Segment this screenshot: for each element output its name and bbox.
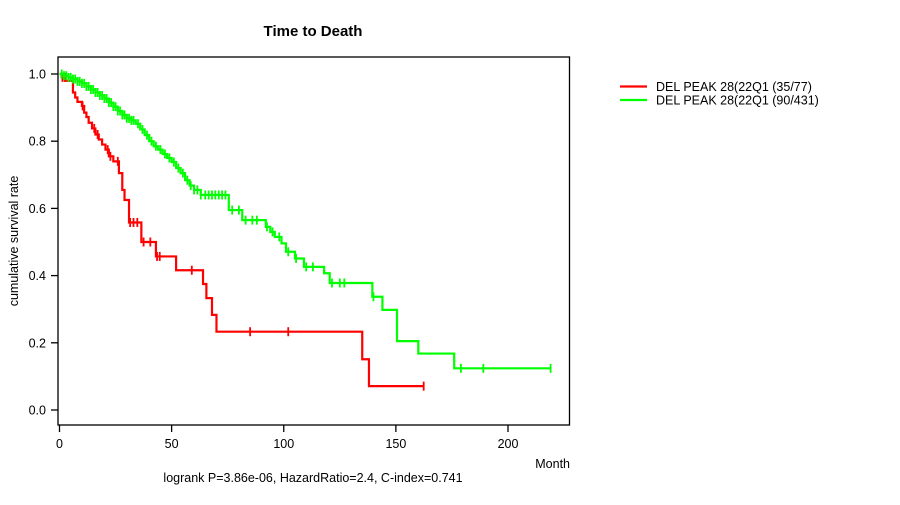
- x-axis-label: Month: [535, 457, 570, 471]
- survival-curve-1: [59, 72, 424, 388]
- x-tick-label: 150: [385, 437, 406, 451]
- y-tick-label: 0.4: [29, 269, 46, 283]
- chart-title: Time to Death: [264, 23, 363, 40]
- y-axis-label: cumulative survival rate: [7, 176, 21, 307]
- x-tick-label: 100: [273, 437, 294, 451]
- axis-ticks: 0 50 100 150 200 0.0 0.2 0.4 0.6 0.8 1.0: [29, 68, 519, 452]
- y-tick-label: 0.6: [29, 202, 46, 216]
- y-tick-label: 1.0: [29, 68, 46, 82]
- x-tick-label: 50: [165, 437, 179, 451]
- plot-box: [57, 56, 571, 426]
- y-tick-label: 0.2: [29, 336, 46, 350]
- legend: DEL PEAK 28(22Q1 (35/77)DEL PEAK 28(22Q1…: [620, 80, 819, 108]
- legend-label-1: DEL PEAK 28(22Q1 (35/77): [656, 80, 812, 94]
- x-tick-label: 0: [56, 437, 63, 451]
- y-tick-label: 0.0: [29, 404, 46, 418]
- footer-annotation: logrank P=3.86e-06, HazardRatio=2.4, C-i…: [163, 471, 462, 485]
- survival-curves: [59, 69, 552, 391]
- y-tick-label: 0.8: [29, 135, 46, 149]
- x-tick-label: 200: [498, 437, 519, 451]
- legend-label-2: DEL PEAK 28(22Q1 (90/431): [656, 94, 819, 108]
